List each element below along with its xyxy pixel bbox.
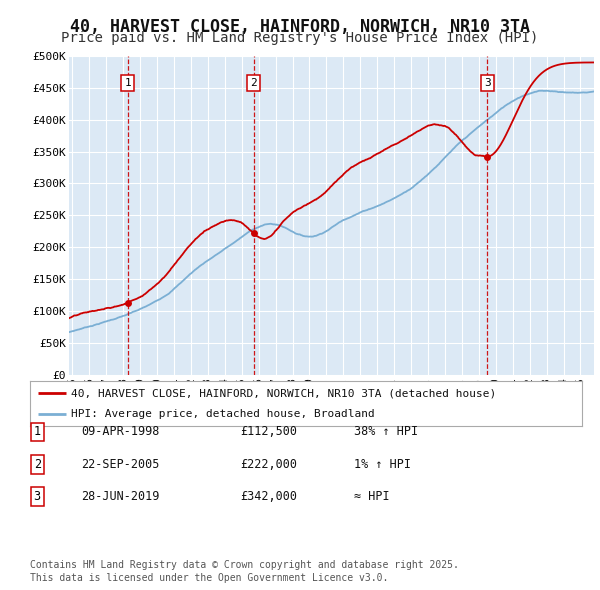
Text: Price paid vs. HM Land Registry's House Price Index (HPI): Price paid vs. HM Land Registry's House … <box>61 31 539 45</box>
Text: 1: 1 <box>124 78 131 88</box>
Text: £222,000: £222,000 <box>240 458 297 471</box>
Text: 1% ↑ HPI: 1% ↑ HPI <box>354 458 411 471</box>
Text: 1: 1 <box>34 425 41 438</box>
Text: 3: 3 <box>484 78 491 88</box>
Text: HPI: Average price, detached house, Broadland: HPI: Average price, detached house, Broa… <box>71 409 375 419</box>
Text: Contains HM Land Registry data © Crown copyright and database right 2025.
This d: Contains HM Land Registry data © Crown c… <box>30 560 459 583</box>
Text: 28-JUN-2019: 28-JUN-2019 <box>81 490 160 503</box>
Text: ≈ HPI: ≈ HPI <box>354 490 389 503</box>
Text: 2: 2 <box>34 458 41 471</box>
Text: 40, HARVEST CLOSE, HAINFORD, NORWICH, NR10 3TA (detached house): 40, HARVEST CLOSE, HAINFORD, NORWICH, NR… <box>71 388 497 398</box>
Text: £112,500: £112,500 <box>240 425 297 438</box>
Text: £342,000: £342,000 <box>240 490 297 503</box>
Text: 3: 3 <box>34 490 41 503</box>
Text: 22-SEP-2005: 22-SEP-2005 <box>81 458 160 471</box>
Text: 38% ↑ HPI: 38% ↑ HPI <box>354 425 418 438</box>
Text: 2: 2 <box>251 78 257 88</box>
Text: 40, HARVEST CLOSE, HAINFORD, NORWICH, NR10 3TA: 40, HARVEST CLOSE, HAINFORD, NORWICH, NR… <box>70 18 530 36</box>
Text: 09-APR-1998: 09-APR-1998 <box>81 425 160 438</box>
